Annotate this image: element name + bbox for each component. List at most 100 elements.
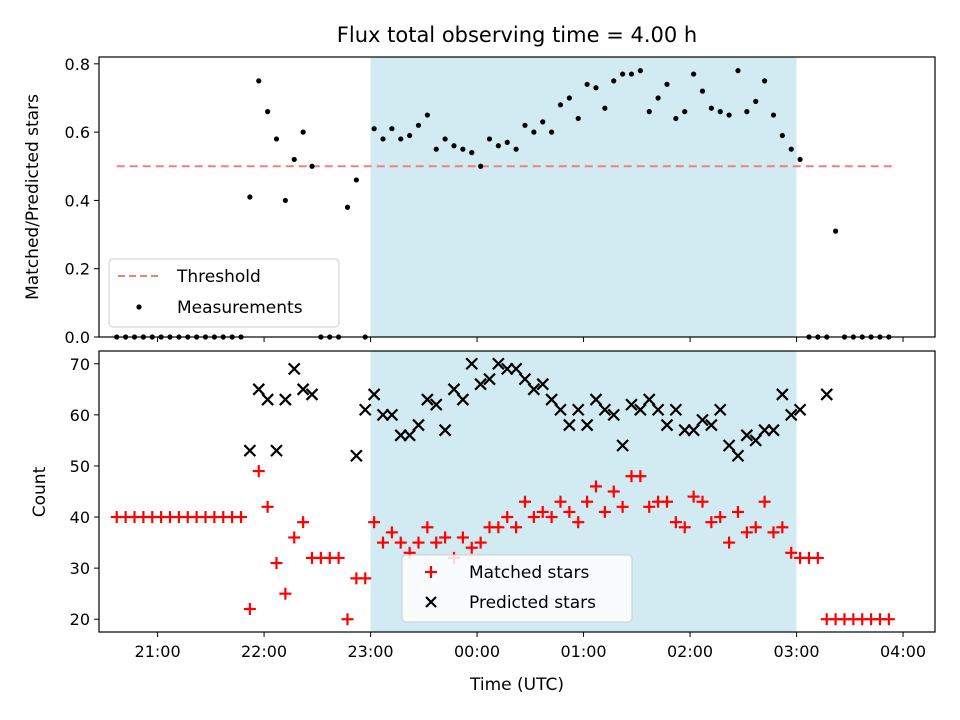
matched-star-point <box>776 521 789 534</box>
matched-star-point <box>598 505 611 518</box>
measurement-point <box>433 146 439 152</box>
measurement-point <box>620 71 626 77</box>
predicted-star-point <box>421 393 434 406</box>
matched-star-point <box>376 536 389 549</box>
measurement-point <box>637 68 643 74</box>
axes-frame-bottom <box>98 350 936 633</box>
matched-star-point <box>785 546 798 559</box>
measurement-point <box>380 136 386 142</box>
predicted-star-point <box>784 408 798 422</box>
predicted-star-point <box>305 388 319 401</box>
x-tick-label: 01:00 <box>561 642 607 661</box>
matched-star-point <box>882 613 895 626</box>
predicted-star-point <box>465 357 479 371</box>
y-tick-label: 40 <box>70 508 90 527</box>
measurement-point <box>486 136 493 142</box>
matched-star-point <box>394 536 407 549</box>
matched-star-point <box>705 516 718 529</box>
matched-star-point <box>687 490 700 503</box>
x-ticks-bottom: 21:00 22:00 23:00 00:00 01:00 02:00 03:00 04:00 <box>135 632 926 661</box>
predicted-star-point <box>625 398 638 411</box>
matched-star-point <box>536 505 549 518</box>
measurement-point <box>371 126 377 132</box>
matched-star-point <box>385 526 398 539</box>
measurement-point <box>344 204 351 210</box>
measurement-point <box>708 105 714 111</box>
matched-star-point <box>811 551 824 564</box>
matched-star-point <box>589 480 602 493</box>
predicted-star-point <box>563 418 576 432</box>
measurement-point <box>309 163 315 169</box>
predicted-star-point <box>669 403 683 417</box>
matched-star-point <box>288 531 301 544</box>
measurement-point <box>602 105 608 111</box>
measurement-points <box>114 68 892 340</box>
predicted-star-point <box>367 388 381 401</box>
measurement-point <box>424 112 430 118</box>
matched-star-point <box>474 536 487 549</box>
highlight-span-top <box>370 57 797 337</box>
matched-star-point <box>510 521 523 534</box>
matched-star-point <box>678 521 691 534</box>
measurement-point <box>531 129 537 135</box>
measurement-point <box>398 136 404 142</box>
predicted-star-point <box>270 444 283 457</box>
measurement-point <box>282 197 288 204</box>
chart-title: Flux total observing time = 4.00 h <box>337 23 697 47</box>
count-panel: 20 30 40 50 60 70 21:00 22:00 23:00 00:00 01:00 02… <box>30 350 936 695</box>
x-tick-label: 21:00 <box>135 642 181 661</box>
matched-star-point <box>297 516 310 529</box>
legend-box-top <box>108 258 340 328</box>
predicted-star-point <box>731 449 745 463</box>
measurement-point <box>779 132 785 139</box>
legend-matched-swatch <box>425 566 437 578</box>
predicted-star-point <box>571 403 585 417</box>
matched-star-point <box>714 511 727 524</box>
y-axis-label-top: Matched/Predicted stars <box>23 94 43 300</box>
matched-star-point <box>607 485 620 498</box>
predicted-star-point <box>740 429 754 442</box>
matched-star-point <box>563 505 576 518</box>
matched-star-point <box>492 521 505 534</box>
measurement-point <box>762 78 768 84</box>
predicted-star-point <box>705 418 718 432</box>
measurement-point <box>265 109 271 115</box>
y-axis-label-bottom: Count <box>30 466 50 517</box>
count-points <box>110 357 895 626</box>
predicted-star-point <box>554 403 567 417</box>
matched-star-point <box>465 541 478 554</box>
measurement-point <box>407 132 413 139</box>
measurement-point <box>753 98 759 104</box>
predicted-star-point <box>243 444 257 457</box>
predicted-star-point <box>607 408 621 422</box>
y-tick-label: 30 <box>70 559 90 578</box>
measurement-point <box>469 150 475 156</box>
y-tick-label: 0.6 <box>65 123 90 142</box>
measurement-point <box>256 78 262 84</box>
predicted-star-point <box>642 393 656 406</box>
predicted-star-point <box>279 393 292 406</box>
legend-top: Threshold Measurements <box>108 258 340 328</box>
predicted-star-point <box>793 403 807 417</box>
measurement-point <box>673 115 679 122</box>
matched-star-point <box>634 470 647 483</box>
measurement-point <box>353 177 359 183</box>
matched-star-point <box>518 495 531 508</box>
matched-star-point <box>368 516 381 529</box>
matched-star-point <box>332 551 345 564</box>
measurement-point <box>584 81 590 87</box>
predicted-star-point <box>536 377 550 391</box>
matched-star-point <box>554 495 567 508</box>
predicted-star-point <box>749 434 763 447</box>
predicted-star-point <box>598 403 612 417</box>
predicted-star-point <box>252 383 266 396</box>
predicted-star-point <box>474 377 487 391</box>
measurement-point <box>691 71 697 77</box>
predicted-star-point <box>296 383 310 396</box>
matched-star-point <box>430 536 443 549</box>
matched-star-point <box>545 511 558 524</box>
matched-star-point <box>581 495 594 508</box>
predicted-star-point <box>456 393 470 406</box>
x-tick-label: 23:00 <box>348 642 394 661</box>
